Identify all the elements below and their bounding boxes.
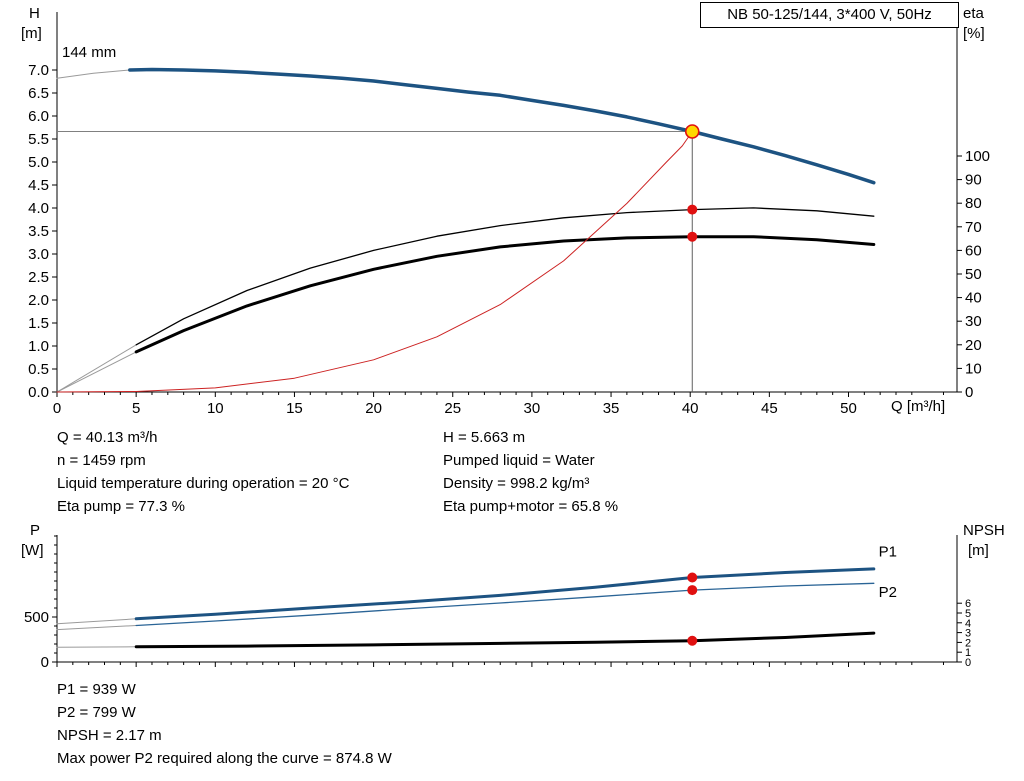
operating-point-dot: [687, 635, 698, 646]
info-line: Density = 998.2 kg/m³: [443, 475, 590, 492]
left-tick-label: 5.5: [28, 131, 49, 148]
right-tick-label: 6: [965, 598, 971, 610]
h-curve-extension: [56, 69, 131, 79]
left-tick-label: 7.0: [28, 62, 49, 79]
right-tick-label: 90: [965, 172, 982, 189]
left-tick-label: 4.5: [28, 177, 49, 194]
right-tick-label: 20: [965, 337, 982, 354]
left-tick-label: 6.5: [28, 85, 49, 102]
right-tick-label: 70: [965, 219, 982, 236]
info-line: NPSH = 2.17 m: [57, 727, 162, 744]
right-tick-label: 80: [965, 195, 982, 212]
info-line: Max power P2 required along the curve = …: [57, 750, 392, 767]
left-tick-label: 4.0: [28, 200, 49, 217]
left-tick-label: 3.0: [28, 246, 49, 263]
x-tick-label: 30: [524, 400, 541, 417]
pump-name-box: NB 50-125/144, 3*400 V, 50Hz: [700, 2, 959, 28]
qh-left-axis-name: H: [29, 5, 40, 22]
duty-info-column-left: Q = 40.13 m³/h n = 1459 rpm Liquid tempe…: [57, 426, 349, 518]
x-tick-label: 45: [761, 400, 778, 417]
qh-right-axis-name: eta: [963, 5, 984, 22]
power-left-axis-name: P: [30, 522, 41, 539]
eta-pump-motor-curve: [134, 235, 876, 354]
right-tick-label: 1: [965, 647, 971, 659]
info-line: H = 5.663 m: [443, 429, 526, 446]
right-tick-label: 0: [965, 384, 973, 401]
power-left-axis-unit: [W]: [21, 542, 44, 559]
eta-pump-extension: [56, 344, 137, 393]
x-tick-label: 10: [207, 400, 224, 417]
info-line: Eta pump+motor = 65.8 %: [443, 498, 619, 515]
duty-point-marker[interactable]: [684, 124, 700, 139]
qh-chart: 0.0 0.5 1.0 1.5 2.0 2.5 3.0 3.5 4.0 4.5 5.0 5.5 6.0 6…: [28, 12, 990, 417]
x-tick-label: 15: [286, 400, 303, 417]
info-line: Q = 40.13 m³/h: [57, 429, 158, 446]
left-tick-label: 6.0: [28, 108, 49, 125]
power-right-axis-name: NPSH: [963, 522, 1005, 539]
right-tick-label: 0: [965, 657, 971, 669]
qh-right-axis-unit: [%]: [963, 25, 985, 42]
info-line: Liquid temperature during operation = 20…: [57, 475, 350, 492]
system-curve: [56, 131, 693, 393]
qh-left-axis-unit: [m]: [21, 25, 42, 42]
x-tick-label: 0: [53, 400, 61, 417]
info-line: n = 1459 rpm: [57, 452, 146, 469]
qh-x-axis-label: Q [m³/h]: [891, 398, 946, 415]
left-tick-label: 1.0: [28, 338, 49, 355]
info-line: Pumped liquid = Water: [443, 452, 595, 469]
info-line: Eta pump = 77.3 %: [57, 498, 185, 515]
left-tick-label: 3.5: [28, 223, 49, 240]
info-line: P1 = 939 W: [57, 681, 136, 698]
operating-point-dot: [687, 231, 698, 242]
left-tick-label: 0: [41, 654, 49, 671]
operating-point-dot: [687, 585, 698, 596]
left-tick-label: 5.0: [28, 154, 49, 171]
left-tick-label: 500: [24, 609, 49, 626]
right-tick-label: 60: [965, 242, 982, 259]
right-tick-label: 50: [965, 266, 982, 283]
power-right-axis-unit: [m]: [968, 542, 989, 559]
impeller-diameter-label: 144 mm: [62, 44, 117, 61]
left-tick-label: 0.5: [28, 361, 49, 378]
p1-curve: [134, 567, 876, 621]
eta-pump-motor-extension: [56, 351, 137, 393]
npsh-curve: [134, 631, 876, 649]
x-tick-label: 25: [444, 400, 461, 417]
power-info-block: P1 = 939 W P2 = 799 W NPSH = 2.17 m Max …: [57, 678, 392, 770]
curve-label-p2: P2: [879, 584, 897, 601]
p2-extension: [56, 625, 137, 631]
x-tick-label: 35: [603, 400, 620, 417]
right-tick-label: 30: [965, 313, 982, 330]
right-tick-label: 4: [965, 618, 971, 630]
right-tick-label: 10: [965, 360, 982, 377]
duty-info-column-right: H = 5.663 m Pumped liquid = Water Densit…: [443, 426, 618, 518]
p2-curve: [135, 582, 875, 627]
operating-point-dot: [687, 204, 698, 215]
eta-pump-curve: [135, 207, 875, 346]
right-tick-label: 40: [965, 290, 982, 307]
right-tick-label: 5: [965, 608, 971, 620]
left-tick-label: 0.0: [28, 384, 49, 401]
curve-label-p1: P1: [879, 543, 897, 560]
left-tick-label: 1.5: [28, 315, 49, 332]
info-line: P2 = 799 W: [57, 704, 136, 721]
right-tick-label: 100: [965, 148, 990, 165]
operating-point-dot: [687, 572, 698, 583]
left-tick-label: 2.5: [28, 269, 49, 286]
x-tick-label: 20: [365, 400, 382, 417]
h-curve: [128, 67, 876, 185]
p1-extension: [56, 618, 137, 625]
right-tick-label: 2: [965, 637, 971, 649]
x-tick-label: 50: [840, 400, 857, 417]
npsh-extension: [56, 646, 137, 648]
x-tick-label: 40: [682, 400, 699, 417]
right-tick-label: 3: [965, 628, 971, 640]
x-tick-label: 5: [132, 400, 140, 417]
left-tick-label: 2.0: [28, 292, 49, 309]
